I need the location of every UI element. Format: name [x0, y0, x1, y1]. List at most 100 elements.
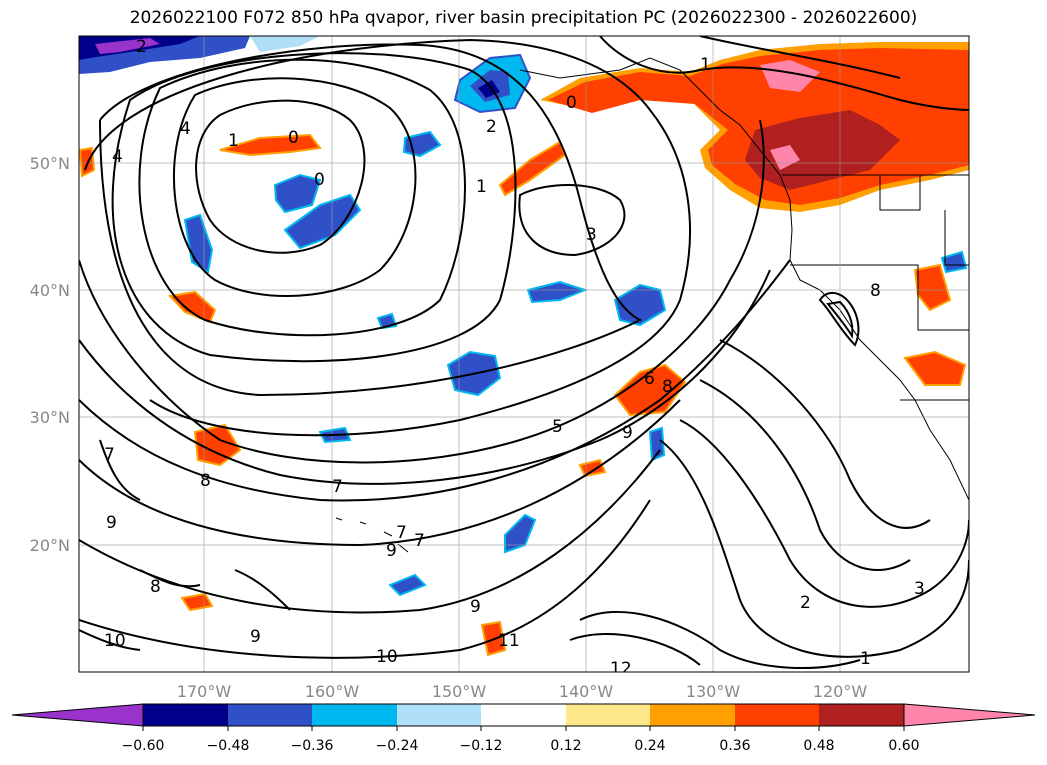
contour-label: 1 [476, 177, 487, 197]
blue-patch-e [613, 283, 667, 327]
blue-patch-c [283, 193, 362, 250]
colorbar: −0.60 −0.48 −0.36 −0.24 −0.12 0.12 0.24 … [11, 703, 1036, 754]
contour-label: 12 [610, 659, 632, 679]
colorbar-frame [142, 703, 905, 727]
contour-label: 4 [112, 147, 123, 167]
contour-left-8 [139, 569, 201, 588]
contour-inner-loop [195, 99, 366, 254]
colorbar-label: 0.12 [550, 738, 581, 754]
alaska-coast [519, 69, 621, 79]
hawaii-islands [335, 517, 409, 553]
blue-patch-h [504, 513, 537, 554]
lat-tick-label: 30°N [30, 408, 70, 427]
colorbar-label: 0.48 [803, 738, 834, 754]
state-border-a [879, 175, 921, 211]
contour-left-10 [79, 629, 141, 651]
contour-band-6 [79, 399, 681, 547]
colorbar-segment [735, 704, 819, 726]
contour-label: 9 [470, 597, 481, 617]
colorbar-segment [481, 704, 566, 726]
contour-label: 9 [106, 513, 117, 533]
contour-label: 3 [914, 579, 925, 599]
lon-tick-label: 170°W [177, 682, 232, 701]
colorbar-extend-low [11, 703, 144, 727]
state-border-b [790, 264, 969, 331]
contour-label: 1 [700, 55, 711, 75]
contour-label: 8 [200, 471, 211, 491]
contour-loop-3 [138, 58, 466, 337]
colorbar-segment [312, 704, 397, 726]
contour-inner-3 [518, 183, 626, 257]
colorbar-segment [143, 704, 228, 726]
longitude-axis: 170°W 160°W 150°W 140°W 130°W 120°W [177, 682, 868, 701]
lat-tick-label: 40°N [30, 281, 70, 300]
contour-label: 7 [104, 445, 115, 465]
contour-cal-5 [579, 611, 861, 669]
qvapor-contours [79, 36, 969, 669]
contour-label: 9 [622, 423, 633, 443]
purple-region [95, 38, 160, 54]
colorbar-label: −0.48 [207, 738, 250, 754]
contour-label: 11 [498, 631, 520, 651]
contour-label: 2 [136, 37, 147, 57]
contour-label: 5 [552, 417, 563, 437]
lon-tick-label: 120°W [813, 682, 868, 701]
contour-loop-4 [111, 52, 517, 363]
colorbar-label: 0.36 [719, 738, 750, 754]
contour-sierra-2 [826, 300, 854, 339]
contour-label: 3 [586, 225, 597, 245]
contour-cal-2 [679, 419, 969, 608]
darkred-region [745, 110, 900, 190]
colorbar-label: 0.60 [888, 738, 919, 754]
colorbar-label: −0.24 [376, 738, 419, 754]
lat-tick-label: 20°N [30, 536, 70, 555]
contour-label: 8 [150, 577, 161, 597]
precip-fill-layer [79, 36, 969, 657]
contour-label-layer: 2 4 4 1 0 0 2 1 0 1 3 6 8 5 9 7 8 7 9 7 … [104, 37, 925, 679]
colorbar-label: 0.24 [634, 738, 665, 754]
contour-label: 7 [396, 523, 407, 543]
map-panel: 2 4 4 1 0 0 2 1 0 1 3 6 8 5 9 7 8 7 9 7 … [79, 36, 969, 679]
state-border-c [944, 210, 969, 266]
contour-label: 0 [566, 93, 577, 113]
contour-band-2 [84, 38, 691, 437]
colorbar-label: −0.60 [122, 738, 165, 754]
blue-patch-f [526, 280, 588, 304]
colorbar-segment [819, 704, 904, 726]
contour-label: 1 [228, 131, 239, 151]
contour-left-9 [234, 569, 291, 611]
contour-label: 1 [860, 649, 871, 669]
contour-band-4 [79, 269, 771, 485]
contour-cal-6 [569, 633, 701, 666]
contour-label: 6 [644, 369, 655, 389]
lon-tick-label: 130°W [686, 682, 741, 701]
contour-label: 8 [662, 377, 673, 397]
lightblue-region [250, 36, 320, 52]
contour-label: 2 [800, 593, 811, 613]
contour-left-7 [99, 439, 141, 501]
pink-region-2 [770, 145, 800, 170]
colorbar-segment [228, 704, 312, 726]
colorbar-segment [397, 704, 481, 726]
contour-north-2 [699, 36, 901, 79]
latitude-axis: 50°N 40°N 30°N 20°N [30, 154, 70, 555]
contour-label: 10 [376, 647, 398, 667]
red-patch-a [219, 133, 322, 157]
contour-sierra [818, 292, 860, 347]
contour-cal-3 [699, 379, 911, 571]
colorbar-segment [650, 704, 735, 726]
contour-label: 9 [386, 541, 397, 561]
contour-label: 0 [288, 128, 299, 148]
map-frame [78, 35, 970, 673]
contour-label: 9 [250, 627, 261, 647]
contour-cal-4 [719, 339, 931, 529]
map-title: 2026022100 F072 850 hPa qvapor, river ba… [129, 8, 918, 28]
colorbar-label: −0.12 [460, 738, 503, 754]
contour-band-1 [99, 43, 643, 397]
contour-north-1 [599, 36, 969, 111]
blue-patch-l [940, 250, 968, 274]
colorbar-segment [566, 704, 650, 726]
red-patch-g [903, 350, 967, 386]
contour-label: 2 [486, 117, 497, 137]
